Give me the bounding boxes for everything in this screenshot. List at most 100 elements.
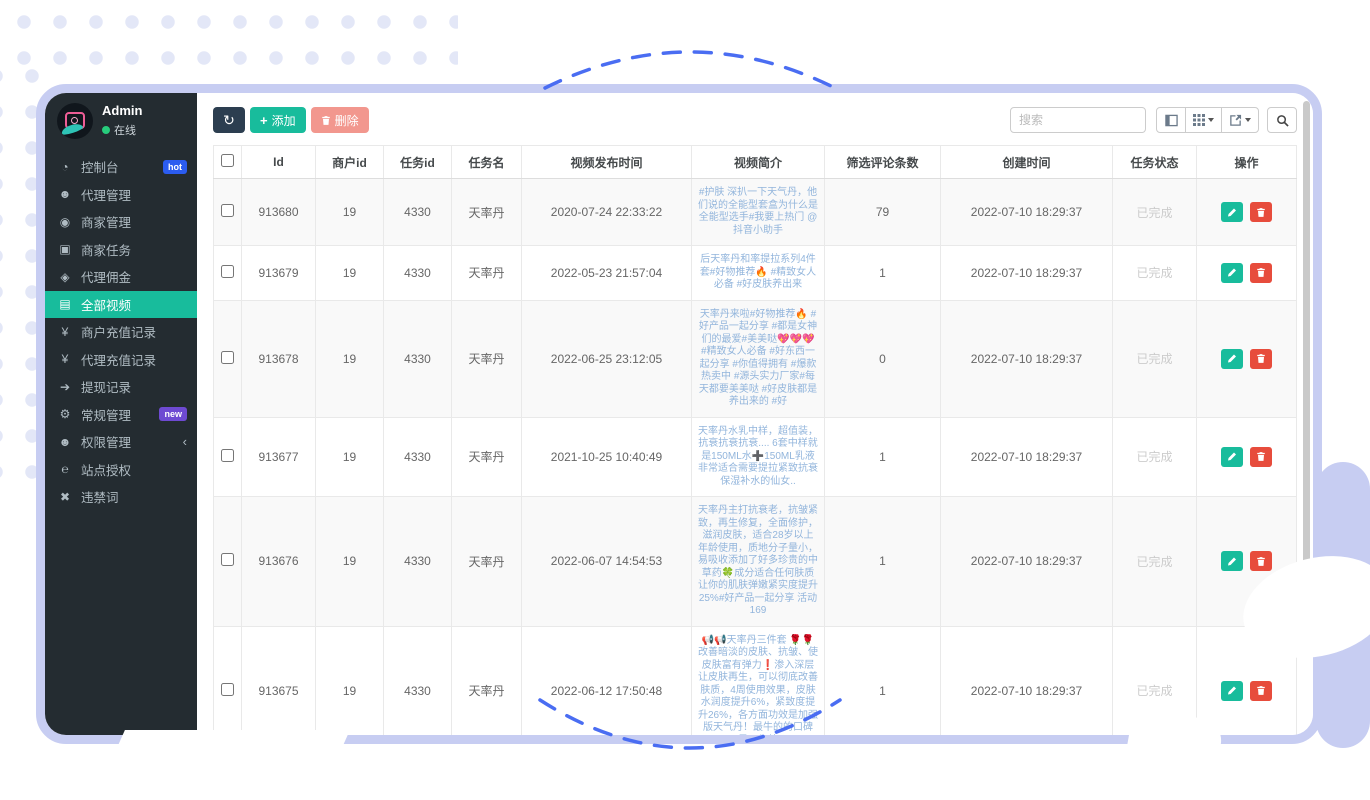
column-header: 任务状态 [1112, 145, 1197, 179]
sidebar-menu-item[interactable]: ➔ 提现记录 [45, 373, 197, 401]
table-row: 913677 19 4330 天率丹 2021-10-25 10:40:49 天… [213, 416, 1297, 497]
trash-icon [1256, 354, 1265, 363]
caret-down-icon [1245, 118, 1251, 122]
columns-toggle-button[interactable] [1156, 107, 1186, 133]
cell-merchant-id: 19 [315, 416, 384, 497]
sidebar-menu-item[interactable]: ☻ 权限管理 ‹ [45, 428, 197, 456]
cell-id: 913677 [241, 416, 316, 497]
sidebar-menu-item[interactable]: ◈ 代理佣金 [45, 263, 197, 291]
cell-description: 天率丹主打抗衰老，抗皱紧致，再生修复，全面修护，滋润皮肤，适合28岁以上年龄使用… [691, 496, 825, 627]
search-icon [1276, 114, 1289, 127]
cell-description: 📢📢天率丹三件套 🌹🌹改善暗淡的皮肤、抗皱、使皮肤富有弹力❗渗入深层让皮肤再生，… [691, 625, 825, 735]
sidebar-menu-item[interactable]: ▤ 全部视频 [45, 290, 197, 318]
commission-icon: ◈ [60, 269, 70, 284]
sidebar-item-label: 代理佣金 [81, 271, 132, 286]
table-columns-icon [1164, 114, 1178, 126]
column-header: 操作 [1196, 145, 1297, 179]
row-checkbox[interactable] [221, 350, 234, 364]
cell-status: 已完成 [1112, 416, 1197, 497]
sidebar-item-label: 权限管理 [81, 436, 132, 451]
user-panel: Admin 在线 [45, 93, 197, 148]
cell-created-time: 2022-07-10 18:29:37 [940, 178, 1113, 246]
sidebar-item-label: 站点授权 [81, 463, 132, 478]
cell-id: 913676 [241, 496, 316, 627]
refresh-button[interactable]: ↻ [213, 107, 245, 133]
toolbar: ↻ + 添加 删除 [213, 107, 1297, 133]
trash-icon [1256, 207, 1265, 217]
delete-button[interactable]: 删除 [310, 107, 369, 133]
cell-publish-time: 2022-06-25 23:12:05 [521, 299, 692, 418]
sidebar-menu-item[interactable]: ☻ 代理管理 [45, 181, 197, 209]
edit-row-button[interactable] [1221, 446, 1244, 467]
delete-row-button[interactable] [1249, 446, 1272, 467]
grid-view-button[interactable] [1185, 107, 1222, 133]
cell-task-name: 天率丹 [451, 178, 522, 246]
row-checkbox[interactable] [221, 264, 234, 278]
videos-table: Id 商户id 任务id 任务名 视频发布时间 视频简介 筛选评论条数 创建时间 任务状态 操作 … [213, 145, 1297, 735]
sidebar-menu-item[interactable]: ◔ 控制台 hot [45, 153, 197, 181]
sidebar-item-label: 代理充值记录 [81, 353, 157, 368]
cell-status: 已完成 [1112, 178, 1197, 246]
search-button[interactable] [1267, 107, 1297, 133]
sidebar-menu-item[interactable]: ✖ 违禁词 [45, 483, 197, 511]
merchants-icon: ◉ [59, 214, 71, 229]
cell-created-time: 2022-07-10 18:29:37 [940, 245, 1113, 301]
delete-row-button[interactable] [1249, 348, 1272, 369]
cell-task-id: 4330 [383, 178, 452, 246]
cell-task-name: 天率丹 [451, 625, 522, 735]
delete-row-button[interactable] [1249, 202, 1272, 222]
grid-icon [1193, 114, 1205, 126]
site-auth-icon: ℮ [61, 462, 69, 477]
decor-dots-top [6, 4, 458, 78]
column-header: 筛选评论条数 [824, 145, 941, 179]
export-button[interactable] [1221, 107, 1259, 133]
cell-task-id: 4330 [383, 625, 452, 735]
sidebar-menu-item[interactable]: ▣ 商家任务 [45, 236, 197, 264]
decor-dots-left [0, 58, 42, 486]
edit-row-button[interactable] [1221, 202, 1244, 222]
online-dot-icon [102, 126, 110, 134]
cell-merchant-id: 19 [315, 496, 384, 627]
cell-comment-count: 1 [824, 496, 941, 627]
sidebar-menu-item[interactable]: ¥ 商户充值记录 [45, 318, 197, 346]
row-checkbox[interactable] [221, 682, 234, 696]
sidebar-menu-item[interactable]: ⚙ 常规管理 new [45, 401, 197, 429]
edit-row-button[interactable] [1221, 348, 1244, 369]
sidebar-menu-item[interactable]: ◉ 商家管理 [45, 208, 197, 236]
cell-task-name: 天率丹 [451, 245, 522, 301]
row-checkbox[interactable] [221, 448, 234, 462]
row-checkbox[interactable] [221, 553, 234, 567]
row-checkbox[interactable] [221, 204, 234, 217]
content-area: ↻ + 添加 删除 [197, 93, 1313, 735]
camera-logo-swoosh [60, 121, 84, 137]
sidebar-item-label: 提现记录 [81, 381, 132, 396]
cell-comment-count: 1 [824, 416, 941, 497]
delete-row-button[interactable] [1249, 680, 1272, 701]
sidebar-menu-item[interactable]: ¥ 代理充值记录 [45, 346, 197, 374]
videos-icon: ▤ [59, 297, 71, 312]
cell-merchant-id: 19 [315, 178, 384, 246]
cell-actions [1196, 416, 1297, 497]
trash-icon [321, 115, 330, 125]
view-options-group [1156, 107, 1259, 133]
search-input[interactable] [1010, 107, 1146, 133]
dashboard-icon: ◔ [61, 159, 69, 174]
cell-description: 天率丹水乳中样，超值装，抗衰抗衰抗衰.... 6套中样就是150ML水➕150M… [691, 416, 825, 497]
sidebar-menu-item[interactable]: ℮ 站点授权 [45, 456, 197, 484]
vertical-scrollbar[interactable] [1303, 101, 1310, 655]
sidebar-item-label: 商家管理 [81, 216, 132, 231]
delete-row-button[interactable] [1249, 262, 1272, 283]
select-all-header [213, 145, 242, 179]
cell-publish-time: 2022-05-23 21:57:04 [521, 245, 692, 301]
avatar [57, 103, 93, 139]
add-button[interactable]: + 添加 [250, 107, 306, 133]
cell-id: 913679 [241, 245, 316, 301]
edit-row-button[interactable] [1221, 262, 1244, 283]
merchant-tasks-icon: ▣ [59, 242, 71, 257]
cell-publish-time: 2020-07-24 22:33:22 [521, 178, 692, 246]
cell-description: 天率丹来啦#好物推荐🔥 #好产品一起分享 #都是女神们的最爱#美美哒💖💖💖 #精… [691, 299, 825, 418]
delete-row-button[interactable] [1249, 551, 1272, 572]
edit-row-button[interactable] [1221, 680, 1244, 701]
select-all-checkbox[interactable] [221, 154, 234, 167]
edit-row-button[interactable] [1221, 551, 1244, 572]
